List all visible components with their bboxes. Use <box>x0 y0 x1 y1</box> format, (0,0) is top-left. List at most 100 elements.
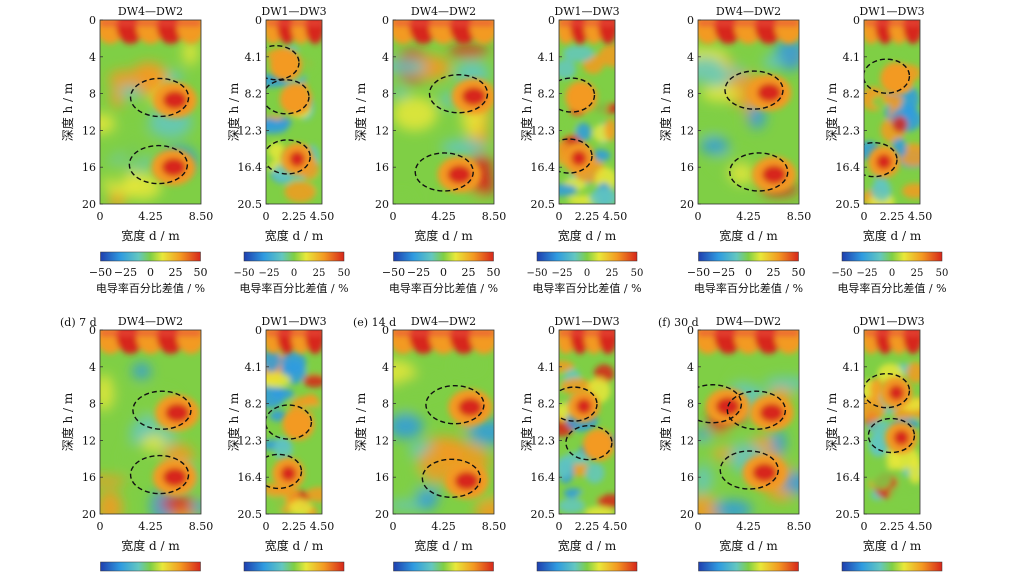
anomaly-group <box>559 77 598 175</box>
x-tick-label: 4.50 <box>603 210 628 223</box>
x-axis-label: 宽度 d / m <box>719 538 778 553</box>
anomaly-group <box>698 384 794 491</box>
noise-cell <box>604 118 615 142</box>
plot-frame <box>265 19 323 205</box>
surface-band <box>864 330 920 354</box>
x-tick-label: 0 <box>695 520 702 533</box>
colorbar-tick-label: −50 <box>382 266 405 279</box>
noise-cell <box>892 115 908 133</box>
surface-cell <box>266 20 322 26</box>
subplot-dw4-dw2: DW4—DW2 0 4 8 12 16 20 深度 h / m 0 4.25 8.50 宽度 d / … <box>60 315 214 580</box>
noise-cell <box>699 137 730 155</box>
x-tick-label: 8.50 <box>482 520 507 533</box>
x-axis-label: 宽度 d / m <box>121 538 180 553</box>
colorbar-tick-label: 50 <box>631 268 644 279</box>
panel-1: DW4—DW2 0 4 8 12 16 20 深度 h / m 0 4.25 8.50 宽度 d / … <box>60 5 350 295</box>
noise-cell <box>589 188 615 204</box>
anomaly-1 <box>880 376 913 409</box>
subplot-dw4-dw2: DW4—DW2 0 4 8 12 16 20 深度 h / m 0 4.25 8.50 宽度 d / … <box>60 5 213 295</box>
anomaly-2 <box>272 457 305 490</box>
subplot-dw4-dw2: DW4—DW2 0 4 8 12 16 20 深度 h / m 0 4.25 8.50 宽度 d / … <box>353 315 507 580</box>
anomaly-boundary <box>132 390 192 430</box>
y-tick-label: 0 <box>548 14 555 27</box>
colorbar-tick-label: 25 <box>169 266 183 279</box>
anomaly-core <box>454 471 479 490</box>
surface-band <box>864 20 920 44</box>
surface-cell <box>559 330 615 336</box>
y-tick-label: 4.1 <box>843 361 861 374</box>
anomaly-boundary <box>421 458 482 498</box>
plot-frame <box>697 19 800 205</box>
anomaly-core <box>288 91 304 107</box>
anomaly-core <box>757 83 782 102</box>
noise-cell <box>108 69 138 88</box>
noise-cell <box>871 95 888 108</box>
noise-cell <box>871 179 892 202</box>
y-tick-label: 16.4 <box>238 161 263 174</box>
surface-cell <box>698 20 799 26</box>
plot-frame <box>392 19 495 205</box>
x-tick-label: 8.50 <box>787 520 812 533</box>
y-tick-label: 0 <box>687 324 694 337</box>
heatmap-field <box>864 330 920 514</box>
colorbar-tick-label: −50 <box>233 268 254 279</box>
noise-cell <box>764 376 799 391</box>
noise-cell <box>908 457 920 484</box>
y-tick-label: 8 <box>382 88 389 101</box>
noise-cell <box>585 462 605 484</box>
y-tick-label: 12 <box>82 434 96 447</box>
y-tick-label: 12.3 <box>238 434 263 447</box>
anomaly-boundary <box>559 77 596 113</box>
colorbar-tick-label: −25 <box>114 266 137 279</box>
x-tick-label: 4.50 <box>908 520 933 533</box>
colorbar-tick-label: 0 <box>889 268 895 279</box>
anomaly-core <box>876 154 892 170</box>
subplot-dw4-dw2: DW4—DW2 0 4 8 12 16 20 深度 h / m 0 4.25 8.50 宽度 d / … <box>353 5 506 295</box>
noise-cell <box>864 396 886 421</box>
y-tick-label: 4 <box>89 51 96 64</box>
noise-cell <box>698 428 710 441</box>
heatmap-field <box>100 20 201 204</box>
noise-cell <box>869 465 893 490</box>
anomaly-1 <box>152 82 197 119</box>
x-tick-label: 0 <box>263 520 270 533</box>
colorbar-tick-label: −50 <box>526 268 547 279</box>
x-tick-label: 0 <box>861 210 868 223</box>
y-tick-label: 16.4 <box>238 471 263 484</box>
x-tick-label: 0 <box>97 520 104 533</box>
colorbar <box>393 251 494 262</box>
y-tick-label: 16 <box>680 161 694 174</box>
y-tick-label: 8 <box>89 398 96 411</box>
surface-cell <box>393 330 494 336</box>
subplot-dw4-dw2: DW4—DW2 0 4 8 12 16 20 深度 h / m 0 4.25 8.50 宽度 d / … <box>658 5 811 295</box>
y-tick-label: 4 <box>382 361 389 374</box>
x-tick-label: 4.50 <box>310 520 335 533</box>
anomaly-core <box>752 463 777 482</box>
noise-cell <box>289 498 312 514</box>
y-tick-label: 16 <box>375 161 389 174</box>
colorbar <box>243 561 345 572</box>
y-tick-label: 12.3 <box>238 124 263 137</box>
y-tick-label: 0 <box>853 324 860 337</box>
x-tick-label: 4.25 <box>736 210 761 223</box>
x-axis-label: 宽度 d / m <box>121 228 180 243</box>
x-tick-label: 4.25 <box>736 520 761 533</box>
colorbar-tick-label: −25 <box>712 266 735 279</box>
noise-cell <box>305 487 322 502</box>
y-tick-label: 20 <box>680 508 694 521</box>
panel-label: (d) 7 d <box>60 316 97 329</box>
x-tick-label: 8.50 <box>189 520 214 533</box>
anomaly-boundary <box>565 424 613 461</box>
y-tick-label: 16.4 <box>836 471 861 484</box>
x-tick-label: 0 <box>390 520 397 533</box>
anomaly-boundary <box>129 454 190 495</box>
y-tick-label: 12 <box>375 434 389 447</box>
x-tick-label: 2.25 <box>282 210 307 223</box>
noise-cell <box>889 483 920 504</box>
anomaly-1 <box>448 389 493 426</box>
anomaly-core <box>762 165 786 184</box>
colorbar <box>841 251 943 262</box>
